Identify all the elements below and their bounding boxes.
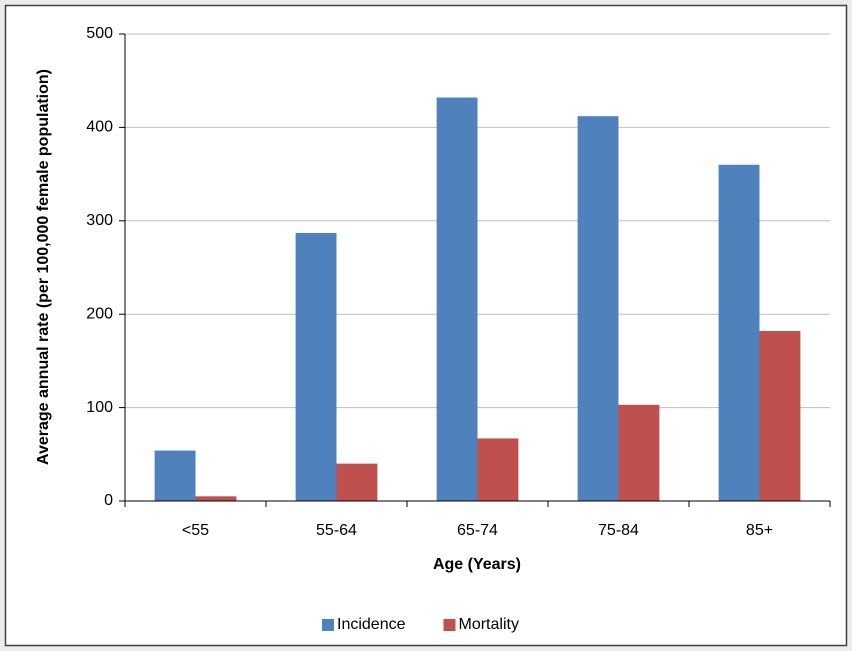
x-tick-label: 75-84 xyxy=(598,522,639,539)
bar xyxy=(436,97,478,502)
legend-swatch xyxy=(322,619,334,631)
x-tick-label: 85+ xyxy=(746,522,773,539)
bar xyxy=(618,404,660,501)
x-tick-label: <55 xyxy=(182,522,209,539)
bar xyxy=(759,331,801,501)
bar xyxy=(195,496,237,501)
y-tick-label: 400 xyxy=(86,119,113,136)
y-tick-label: 200 xyxy=(86,305,113,322)
bar xyxy=(577,116,619,501)
legend: Incidence Mortality xyxy=(322,616,519,633)
bar xyxy=(718,164,760,501)
chart-frame xyxy=(4,4,848,647)
legend-label: Incidence xyxy=(337,616,406,633)
bars xyxy=(154,97,801,502)
y-tick-label: 500 xyxy=(86,25,113,42)
y-tick-label: 0 xyxy=(104,492,113,509)
bar xyxy=(154,450,196,501)
bar xyxy=(477,438,519,501)
bar xyxy=(295,232,337,501)
bar xyxy=(336,463,378,501)
x-tick-label: 55-64 xyxy=(316,522,357,539)
axes: 0 100 200 300 400 500 <55 55-64 65-74 75-84 85+ xyxy=(86,25,831,539)
legend-swatch xyxy=(443,619,456,631)
y-axis-title: Average annual rate (per 100,000 female … xyxy=(35,69,52,465)
legend-label: Mortality xyxy=(459,616,519,633)
x-axis-title: Age (Years) xyxy=(433,556,521,573)
x-tick-label: 65-74 xyxy=(457,522,498,539)
y-tick-label: 300 xyxy=(86,212,113,229)
y-tick-label: 100 xyxy=(86,399,113,416)
